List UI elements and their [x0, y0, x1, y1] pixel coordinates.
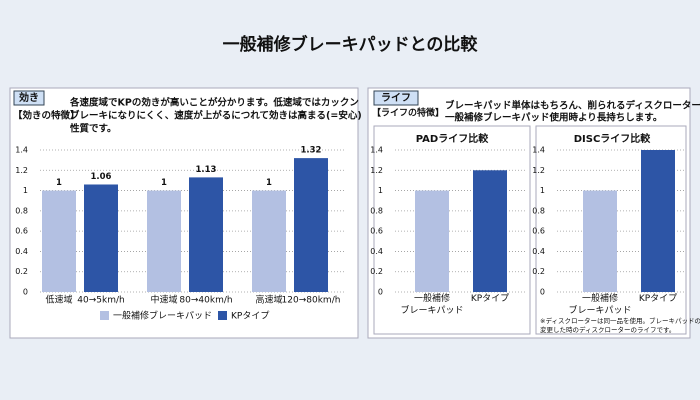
x-tick-label: KPタイプ: [638, 294, 678, 304]
bar: [189, 177, 223, 292]
x-tick-detail: 40→5km/h: [77, 296, 124, 306]
panel-tag: ライフ: [381, 92, 411, 104]
bar: [42, 190, 76, 292]
panel-description: 各速度域でKPの効きが高いことが分かります。低速域ではカックン: [69, 97, 359, 109]
y-tick-label: 0: [23, 288, 28, 297]
y-tick-label: 1.2: [532, 166, 545, 175]
panel-description: 一般補修ブレーキパッド使用時より長持ちします。: [445, 112, 662, 124]
y-tick-label: 0.2: [370, 267, 383, 276]
y-tick-label: 0.4: [370, 247, 383, 256]
legend-swatch: [100, 311, 109, 320]
y-tick-label: 0.4: [15, 247, 28, 256]
x-tick-detail: 80→40km/h: [179, 296, 232, 306]
x-tick-label: 中速域: [150, 294, 177, 306]
tag-box: [13, 90, 45, 106]
value-label: 1: [161, 178, 167, 188]
legend-label: KPタイプ: [231, 311, 269, 322]
bar: [415, 190, 449, 292]
bar: [84, 184, 118, 292]
panel-description: ブレーキパッド単体はもちろん、削られるディスクローターも: [445, 100, 700, 112]
y-tick-label: 0.4: [532, 247, 545, 256]
y-tick-label: 1.2: [15, 166, 28, 175]
bar: [147, 190, 181, 292]
x-tick-label: KPタイプ: [470, 294, 510, 304]
bar: [473, 170, 507, 292]
x-tick-label: 一般補修 ブレーキパッド: [400, 294, 464, 316]
value-label: 1.32: [301, 146, 322, 156]
y-tick-label: 1.4: [532, 146, 545, 155]
chart-title: DISCライフ比較: [574, 132, 652, 145]
y-tick-label: 1: [378, 186, 383, 195]
y-tick-label: 1: [23, 186, 28, 195]
y-tick-label: 0: [378, 288, 383, 297]
y-tick-label: 0.8: [15, 206, 28, 215]
y-tick-label: 0: [540, 288, 545, 297]
value-label: 1.06: [91, 172, 112, 182]
panel-description: 性質です。: [70, 123, 117, 135]
y-tick-label: 1: [540, 186, 545, 195]
y-tick-label: 0.8: [532, 206, 545, 215]
panel-tag: 効き: [19, 91, 39, 104]
chart-title: PADライフ比較: [416, 132, 489, 145]
bar: [641, 150, 675, 292]
footnote: ※ディスクローターは同一品を使用。ブレーキパッドのみ: [540, 316, 700, 325]
page-title: 一般補修ブレーキパッドとの比較: [223, 34, 479, 55]
y-tick-label: 0.6: [370, 227, 383, 236]
y-tick-label: 0.6: [532, 227, 545, 236]
y-tick-label: 1.2: [370, 166, 383, 175]
x-tick-label: 高速域: [255, 294, 282, 306]
y-tick-label: 1.4: [15, 146, 28, 155]
value-label: 1: [56, 178, 62, 188]
y-tick-label: 0.8: [370, 206, 383, 215]
value-label: 1.13: [196, 165, 217, 175]
bar: [294, 158, 328, 292]
y-tick-label: 1.4: [370, 146, 383, 155]
panel-label: 【ライフの特徴】: [372, 107, 444, 119]
bar: [583, 190, 617, 292]
x-tick-detail: 120→80km/h: [282, 296, 341, 306]
x-tick-label: 一般補修 ブレーキパッド: [568, 294, 632, 316]
y-tick-label: 0.6: [15, 227, 28, 236]
bar: [252, 190, 286, 292]
footnote: 変更した時のディスクローターのライフです。: [540, 325, 675, 334]
y-tick-label: 0.2: [532, 267, 545, 276]
x-tick-label: 低速域: [45, 294, 72, 306]
legend-swatch: [218, 311, 227, 320]
panel-description: ブレーキになりにくく、速度が上がるにつれて効きは高まる(=安心): [70, 110, 362, 122]
y-tick-label: 0.2: [15, 267, 28, 276]
panel-label: 【効きの特徴】: [13, 110, 80, 122]
tag-box: [373, 90, 419, 106]
value-label: 1: [266, 178, 272, 188]
legend-label: 一般補修ブレーキパッド: [113, 310, 212, 322]
